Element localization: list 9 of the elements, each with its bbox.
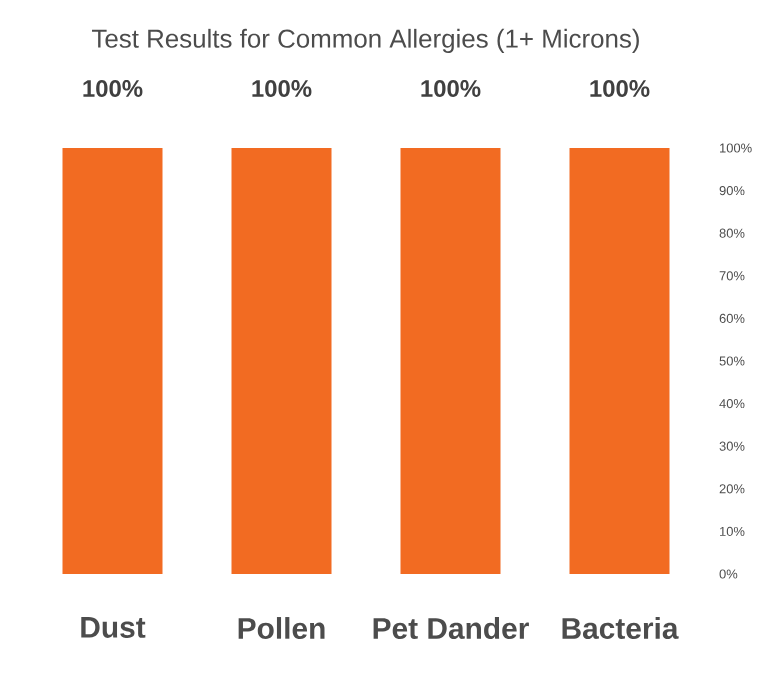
data-label: 100% bbox=[421, 80, 481, 97]
data-label: 100% bbox=[590, 80, 650, 97]
data-label: 100% bbox=[252, 80, 312, 97]
x-tick-label: Dust bbox=[81, 617, 146, 638]
x-tick-label: Pollen bbox=[238, 617, 325, 639]
x-tick-label: Pet Dander bbox=[373, 617, 529, 639]
x-tick-label: Bacteria bbox=[562, 617, 679, 639]
data-label: 100% bbox=[83, 80, 143, 97]
chart-title: Test Results for Common Allergies (1+ Microns) bbox=[92, 28, 639, 53]
